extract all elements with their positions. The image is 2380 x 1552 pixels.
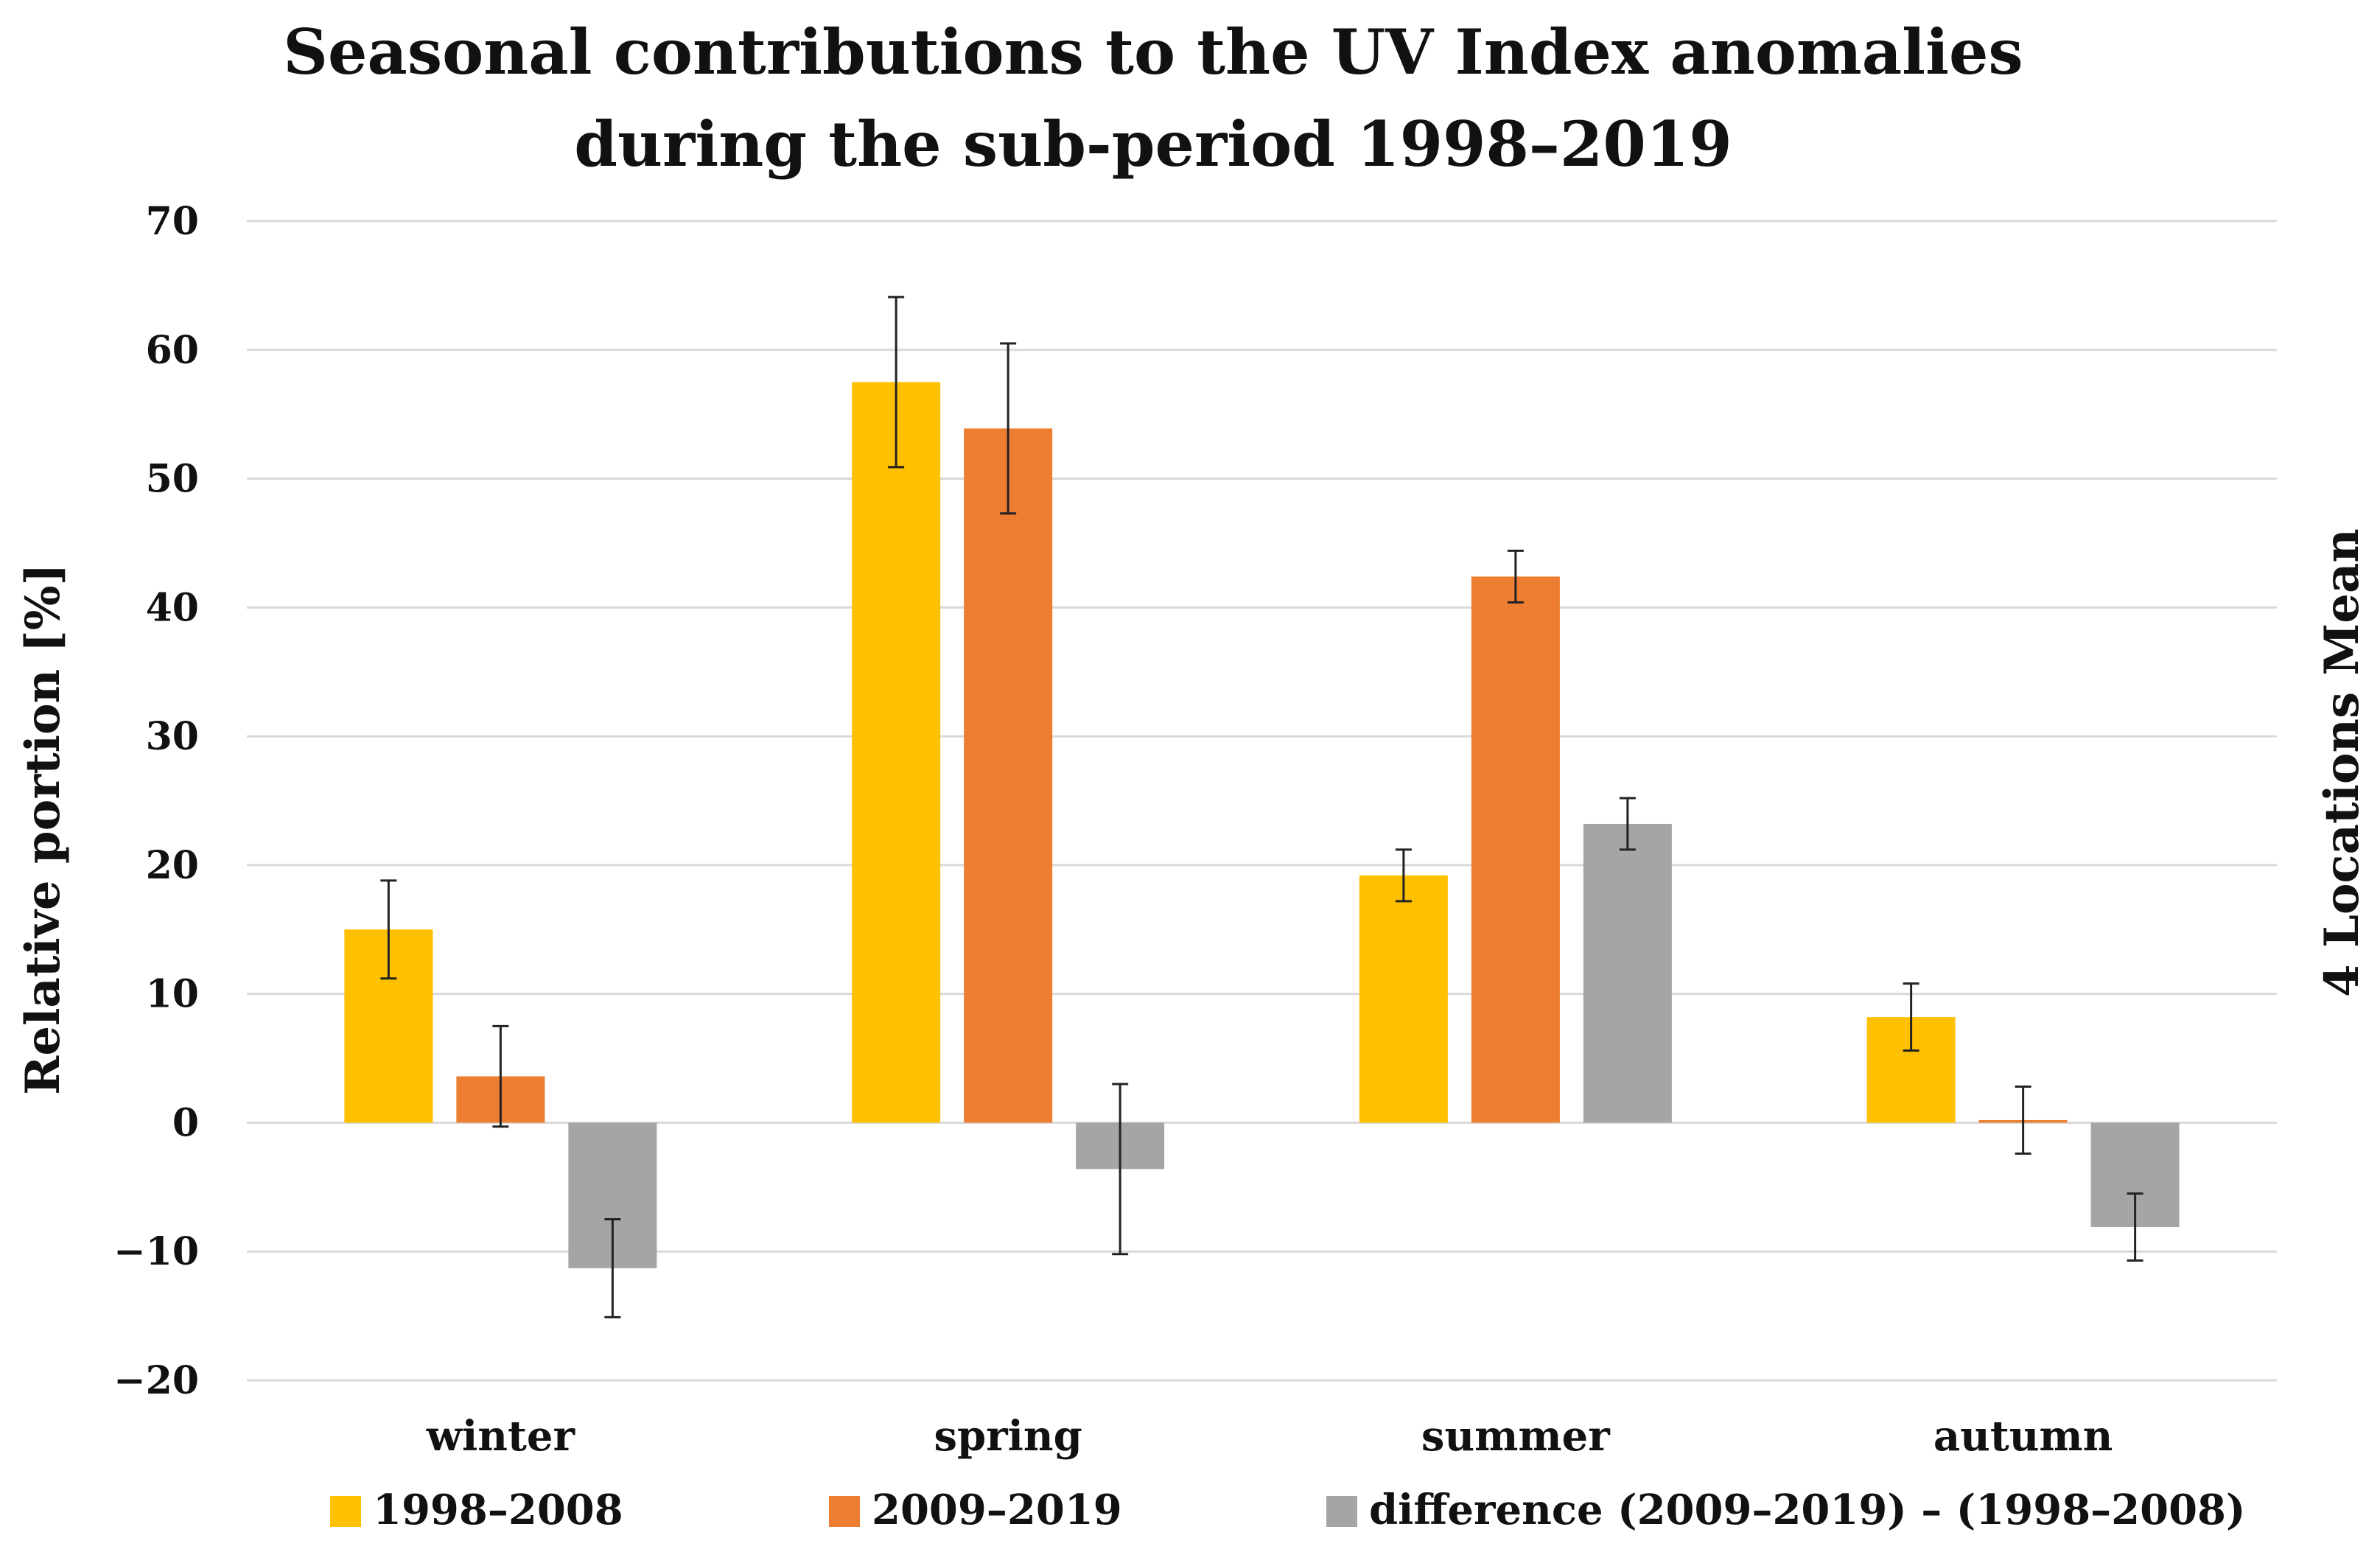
gridlines — [247, 220, 2277, 1382]
y-tick-label: 10 — [146, 972, 199, 1017]
y-tick-label: 30 — [146, 714, 199, 759]
error-bar — [1112, 1083, 1129, 1256]
legend-swatch — [330, 1496, 361, 1527]
error-bar — [2127, 1192, 2143, 1262]
bar — [964, 428, 1053, 1123]
y-tick-label: 70 — [146, 199, 199, 244]
y-tick-label: 0 — [172, 1100, 199, 1145]
legend-entry: 1998–2008 — [330, 1486, 623, 1534]
legend-label: 1998–2008 — [373, 1486, 623, 1534]
error-bar — [1619, 797, 1636, 851]
y-tick-label: 40 — [146, 585, 199, 630]
error-bar — [1507, 549, 1524, 604]
error-bar — [1395, 848, 1412, 903]
legend-entry: difference (2009–2019) – (1998–2008) — [1326, 1486, 2246, 1534]
legend-swatch — [829, 1496, 860, 1527]
chart-title: Seasonal contributions to the UV Index a… — [283, 15, 2023, 181]
y-axis-ticks: 70 60 50 40 30 20 10 0 −10 −20 — [113, 199, 199, 1403]
error-bar — [1000, 342, 1017, 515]
title-line-1: Seasonal contributions to the UV Index a… — [283, 15, 2023, 88]
y-axis-label: Relative portion [%] — [15, 563, 71, 1095]
title-line-2: during the sub-period 1998–2019 — [574, 108, 1732, 181]
legend: 1998–2008 2009–2019 difference (2009–2019)… — [330, 1486, 2246, 1534]
legend-label: difference (2009–2019) – (1998–2008) — [1369, 1486, 2246, 1534]
category-labels: winter spring summer autumn — [426, 1412, 2113, 1461]
x-category-label: winter — [426, 1412, 576, 1461]
y-tick-label: 50 — [146, 457, 199, 502]
bar — [852, 382, 941, 1123]
x-category-label: spring — [934, 1412, 1082, 1461]
x-category-label: summer — [1421, 1412, 1611, 1461]
bar — [1583, 823, 1672, 1123]
y-tick-label: 60 — [146, 328, 199, 373]
y-tick-label: −20 — [113, 1358, 199, 1403]
bar — [1471, 576, 1560, 1123]
error-bar — [2015, 1086, 2031, 1155]
error-bar — [380, 879, 397, 980]
error-bar — [1903, 982, 1919, 1052]
y-tick-label: 20 — [146, 843, 199, 888]
error-bar — [492, 1024, 509, 1128]
legend-entry: 2009–2019 — [829, 1486, 1122, 1534]
bar — [1359, 875, 1448, 1123]
error-bars — [380, 296, 2143, 1318]
error-bar — [888, 296, 905, 469]
x-category-label: autumn — [1933, 1412, 2113, 1461]
legend-label: 2009–2019 — [872, 1486, 1122, 1534]
y-tick-label: −10 — [113, 1229, 199, 1274]
legend-swatch — [1326, 1496, 1357, 1527]
right-axis-label: 4 Locations Mean — [2314, 528, 2370, 997]
bars — [344, 382, 2180, 1268]
error-bar — [604, 1218, 621, 1318]
